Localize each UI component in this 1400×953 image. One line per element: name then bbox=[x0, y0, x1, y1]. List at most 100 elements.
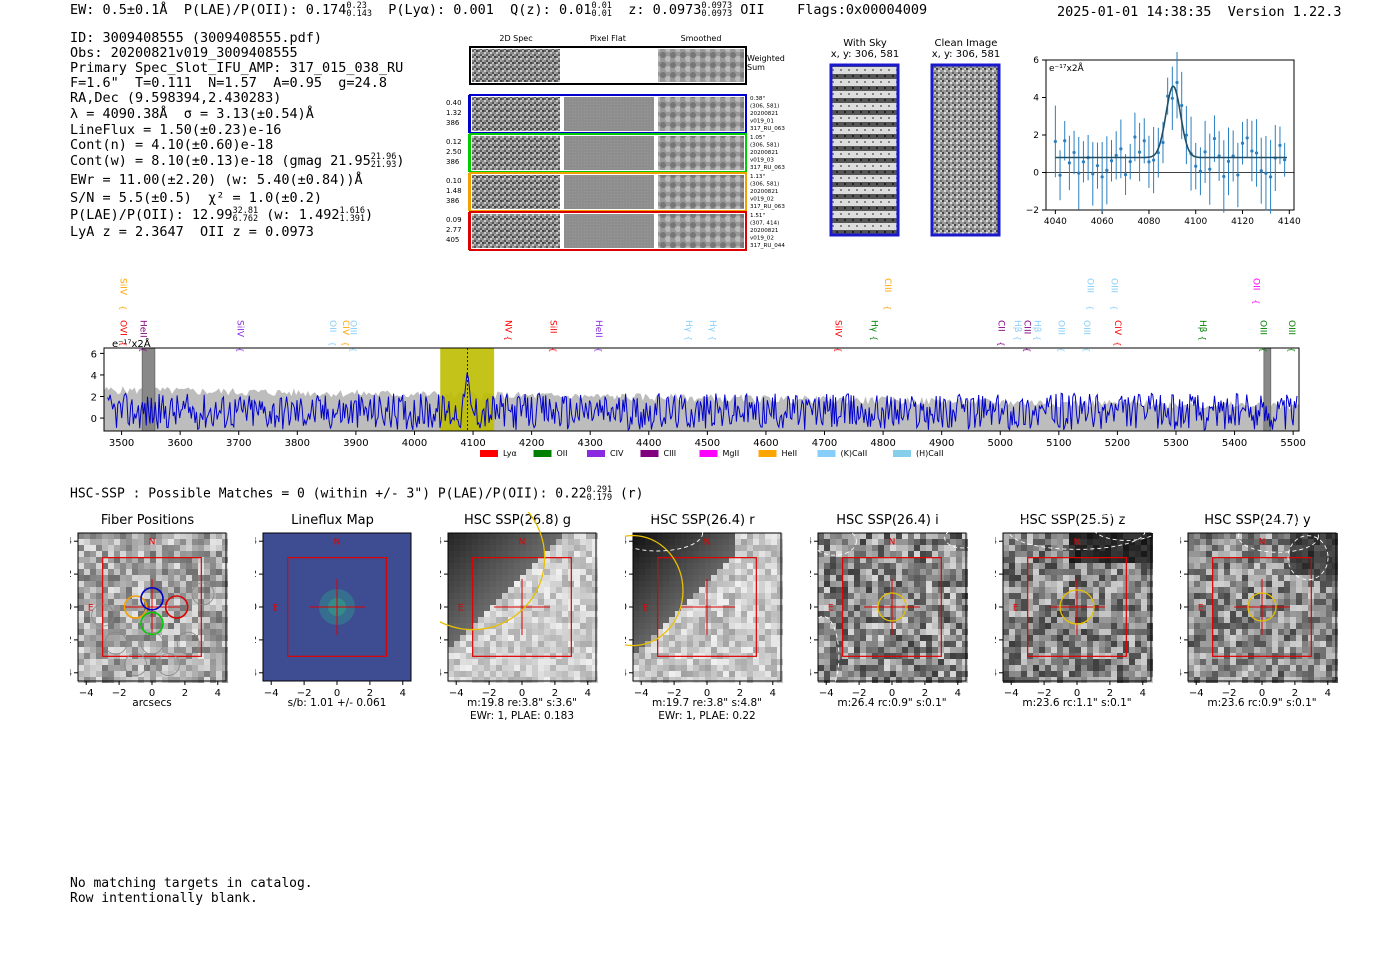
hsc-pixel bbox=[1051, 611, 1057, 617]
hsc-pixel bbox=[1284, 581, 1290, 587]
hsc-pixel bbox=[669, 641, 675, 647]
hsc-pixel bbox=[645, 629, 651, 635]
hsc-pixel bbox=[472, 611, 478, 617]
hsc-pixel bbox=[174, 671, 180, 677]
hsc-pixel bbox=[878, 629, 884, 635]
hsc-pixel bbox=[1308, 665, 1314, 671]
hsc-pixel bbox=[693, 659, 699, 665]
hsc-pixel bbox=[1015, 671, 1021, 677]
hsc-pixel bbox=[1147, 623, 1153, 629]
hsc-pixel bbox=[836, 599, 842, 605]
hsc-pixel bbox=[711, 587, 717, 593]
hsc-pixel bbox=[1057, 647, 1063, 653]
hsc-pixel bbox=[538, 581, 544, 587]
hsc-pixel bbox=[651, 635, 657, 641]
hsc-pixel bbox=[180, 587, 186, 593]
hsc-dashed-ellipse bbox=[944, 527, 982, 549]
hsc-pixel bbox=[102, 587, 108, 593]
hsc-pixel bbox=[860, 563, 866, 569]
hsc-pixel bbox=[908, 557, 914, 563]
hsc-pixel bbox=[1147, 617, 1153, 623]
hsc-pixel bbox=[1147, 563, 1153, 569]
hsc-pixel bbox=[818, 581, 824, 587]
spec-line-label: Hβ bbox=[1197, 320, 1207, 333]
hsc-pixel bbox=[1045, 659, 1051, 665]
hsc-pixel bbox=[830, 587, 836, 593]
hsc-pixel bbox=[950, 629, 956, 635]
hsc-pixel bbox=[1260, 587, 1266, 593]
hsc-pixel bbox=[156, 623, 162, 629]
hsc-pixel bbox=[1081, 635, 1087, 641]
hsc-pixel bbox=[675, 569, 681, 575]
hsc-pixel bbox=[90, 587, 96, 593]
hsc-pixel bbox=[508, 623, 514, 629]
hsc-pixel bbox=[1027, 533, 1033, 539]
hsc-pixel bbox=[681, 671, 687, 677]
hsc-pixel bbox=[890, 557, 896, 563]
hsc-pixel bbox=[514, 551, 520, 557]
hsc-pixel bbox=[90, 653, 96, 659]
hsc-xtick-label: −4 bbox=[634, 688, 649, 699]
cutout-pixelflat bbox=[564, 175, 654, 209]
hsc-pixel bbox=[126, 623, 132, 629]
fit-ytick-label: 2 bbox=[1033, 131, 1039, 141]
hsc-pixel bbox=[836, 557, 842, 563]
hsc-pixel bbox=[777, 545, 783, 551]
hsc-pixel bbox=[580, 659, 586, 665]
hsc-pixel bbox=[1314, 611, 1320, 617]
hsc-pixel bbox=[1296, 677, 1302, 683]
hsc-pixel bbox=[830, 653, 836, 659]
hsc-pixel bbox=[836, 671, 842, 677]
hsc-pixel bbox=[84, 569, 90, 575]
hsc-pixel bbox=[633, 659, 639, 665]
hsc-pixel bbox=[824, 629, 830, 635]
hsc-pixel bbox=[962, 647, 968, 653]
hsc-pixel bbox=[950, 545, 956, 551]
hsc-pixel bbox=[114, 671, 120, 677]
hsc-pixel bbox=[1027, 575, 1033, 581]
hsc-pixel bbox=[950, 677, 956, 683]
hsc-pixel bbox=[1033, 671, 1039, 677]
hsc-pixel bbox=[723, 635, 729, 641]
hsc-pixel bbox=[144, 539, 150, 545]
hsc-panel-caption: m:26.4 rc:0.9" s:0.1" bbox=[837, 697, 947, 709]
hsc-pixel bbox=[1081, 659, 1087, 665]
hsc-dashed-ellipse bbox=[810, 615, 840, 697]
hsc-pixel bbox=[496, 539, 502, 545]
hsc-pixel bbox=[1194, 647, 1200, 653]
hsc-pixel bbox=[1194, 587, 1200, 593]
hsc-pixel bbox=[920, 665, 926, 671]
hsc-pixel bbox=[144, 569, 150, 575]
hsc-pixel bbox=[1105, 665, 1111, 671]
hsc-pixel bbox=[836, 587, 842, 593]
hsc-pixel bbox=[747, 557, 753, 563]
hsc-pixel bbox=[765, 641, 771, 647]
hsc-pixel bbox=[186, 539, 192, 545]
fit-ytick-label: 0 bbox=[1033, 169, 1039, 179]
hsc-pixel bbox=[741, 545, 747, 551]
hsc-pixel bbox=[824, 587, 830, 593]
hsc-pixel bbox=[1021, 557, 1027, 563]
hsc-pixel bbox=[472, 677, 478, 683]
hsc-pixel bbox=[657, 545, 663, 551]
sky-images-svg bbox=[829, 63, 1001, 237]
hsc-pixel bbox=[884, 665, 890, 671]
hsc-pixel bbox=[735, 665, 741, 671]
hsc-pixel bbox=[842, 623, 848, 629]
hsc-pixel bbox=[956, 659, 962, 665]
spec-line-label-upper: SiIV bbox=[117, 278, 127, 296]
spec-line-label: SiIV bbox=[235, 320, 245, 338]
hsc-pixel bbox=[1045, 629, 1051, 635]
hsc-pixel bbox=[210, 605, 216, 611]
hsc-pixel bbox=[771, 623, 777, 629]
hsc-pixel bbox=[1254, 539, 1260, 545]
cutout-row-stat: 2.50 bbox=[446, 148, 462, 156]
hsc-pixel bbox=[168, 587, 174, 593]
hsc-pixel bbox=[741, 575, 747, 581]
hsc-pixel bbox=[872, 665, 878, 671]
hsc-pixel bbox=[956, 551, 962, 557]
hsc-pixel bbox=[1099, 593, 1105, 599]
hsc-pixel bbox=[777, 599, 783, 605]
hsc-pixel bbox=[1063, 575, 1069, 581]
hsc-pixel bbox=[1027, 659, 1033, 665]
